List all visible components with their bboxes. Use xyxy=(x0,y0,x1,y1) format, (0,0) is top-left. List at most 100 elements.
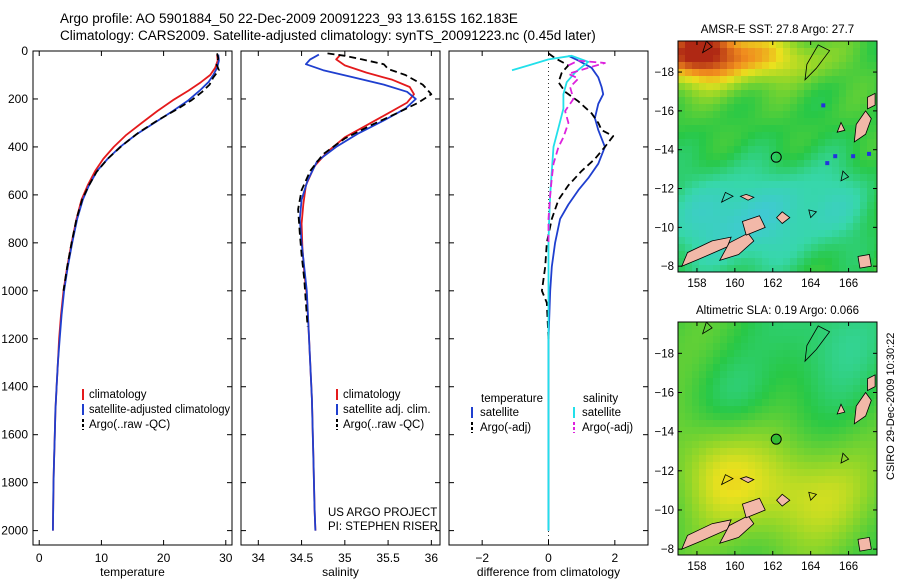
map-cell xyxy=(769,111,777,119)
map-cell xyxy=(720,118,728,126)
map-cell xyxy=(678,111,686,119)
map-cell xyxy=(734,329,742,337)
map-cell xyxy=(748,153,756,161)
map-cell xyxy=(713,181,721,189)
map-cell xyxy=(692,69,700,77)
map-cell xyxy=(678,62,686,70)
map-cell xyxy=(797,90,805,98)
map-cell xyxy=(706,378,714,386)
map-cell xyxy=(860,336,868,344)
map-cell xyxy=(874,385,877,393)
map-cell xyxy=(748,97,756,105)
map-cell xyxy=(846,237,854,245)
map-cell xyxy=(790,251,798,259)
map-cell xyxy=(727,518,735,526)
map-cell xyxy=(734,104,742,112)
map-cell xyxy=(706,223,714,231)
map-cell xyxy=(790,258,798,266)
map-cell xyxy=(797,230,805,238)
map-cell xyxy=(825,104,833,112)
map-cell xyxy=(748,392,756,400)
map-cell xyxy=(755,462,763,470)
map-cell xyxy=(860,511,868,519)
map-cell xyxy=(860,420,868,428)
map-cell xyxy=(811,441,819,449)
map-cell xyxy=(685,518,693,526)
map-cell xyxy=(699,181,707,189)
map-cell xyxy=(692,511,700,519)
map-cell xyxy=(741,483,749,491)
map-cell xyxy=(853,336,861,344)
map-cell xyxy=(825,336,833,344)
map-cell xyxy=(762,497,770,505)
island xyxy=(739,193,755,201)
map-cell xyxy=(874,209,877,217)
map-cell xyxy=(748,329,756,337)
map-cell xyxy=(692,146,700,154)
map-x-tick-label: 158 xyxy=(687,278,706,290)
map-cell xyxy=(748,69,756,77)
map-cell xyxy=(804,455,812,463)
map-cell xyxy=(713,230,721,238)
map-cell xyxy=(811,329,819,337)
map-cell xyxy=(769,258,777,266)
map-cell xyxy=(797,343,805,351)
map-cell xyxy=(720,55,728,63)
map-cell xyxy=(867,518,875,526)
map-cell xyxy=(818,378,826,386)
map-cell xyxy=(678,258,686,266)
island xyxy=(741,497,766,519)
axes-box xyxy=(32,50,233,546)
map-cell xyxy=(755,97,763,105)
map-cell xyxy=(867,427,875,435)
map-cell xyxy=(797,511,805,519)
map-cell xyxy=(720,153,728,161)
map-cell xyxy=(825,69,833,77)
map-cell xyxy=(783,237,791,245)
map-cell xyxy=(734,181,742,189)
x-tick-label: 35 xyxy=(338,551,352,565)
map-cell xyxy=(727,427,735,435)
map-cell xyxy=(804,532,812,540)
map-cell xyxy=(706,350,714,358)
map-cell xyxy=(699,476,707,484)
map-cell xyxy=(811,181,819,189)
map-cell xyxy=(748,336,756,344)
map-cell xyxy=(839,83,847,91)
map-cell xyxy=(762,483,770,491)
map-cell xyxy=(699,111,707,119)
map-cell xyxy=(720,343,728,351)
map-cell xyxy=(832,90,840,98)
map-cell xyxy=(769,427,777,435)
map-cell xyxy=(797,357,805,365)
map-cell xyxy=(783,55,791,63)
map-cell xyxy=(860,378,868,386)
map-cell xyxy=(706,392,714,400)
reef-outline xyxy=(840,170,850,182)
map-cell xyxy=(692,399,700,407)
map-cell xyxy=(846,427,854,435)
map-cell xyxy=(741,216,749,224)
map-cell xyxy=(678,462,686,470)
argo-position-marker xyxy=(770,151,782,163)
map-cell xyxy=(706,504,714,512)
map-cell xyxy=(776,406,784,414)
map-cell xyxy=(748,413,756,421)
map-cell xyxy=(811,167,819,175)
map-cell xyxy=(790,188,798,196)
map-cell xyxy=(783,244,791,252)
map-cell xyxy=(825,343,833,351)
map-cell xyxy=(678,125,686,133)
map-cell xyxy=(874,139,877,147)
map-cell xyxy=(734,90,742,98)
map-cell xyxy=(741,532,749,540)
map-cell xyxy=(797,223,805,231)
map-cell xyxy=(811,399,819,407)
map-cell xyxy=(860,455,868,463)
map-cell xyxy=(797,139,805,147)
map-cell xyxy=(874,48,877,56)
map-cell xyxy=(678,441,686,449)
map-cell xyxy=(804,104,812,112)
map-cell xyxy=(839,511,847,519)
map-cell xyxy=(825,357,833,365)
